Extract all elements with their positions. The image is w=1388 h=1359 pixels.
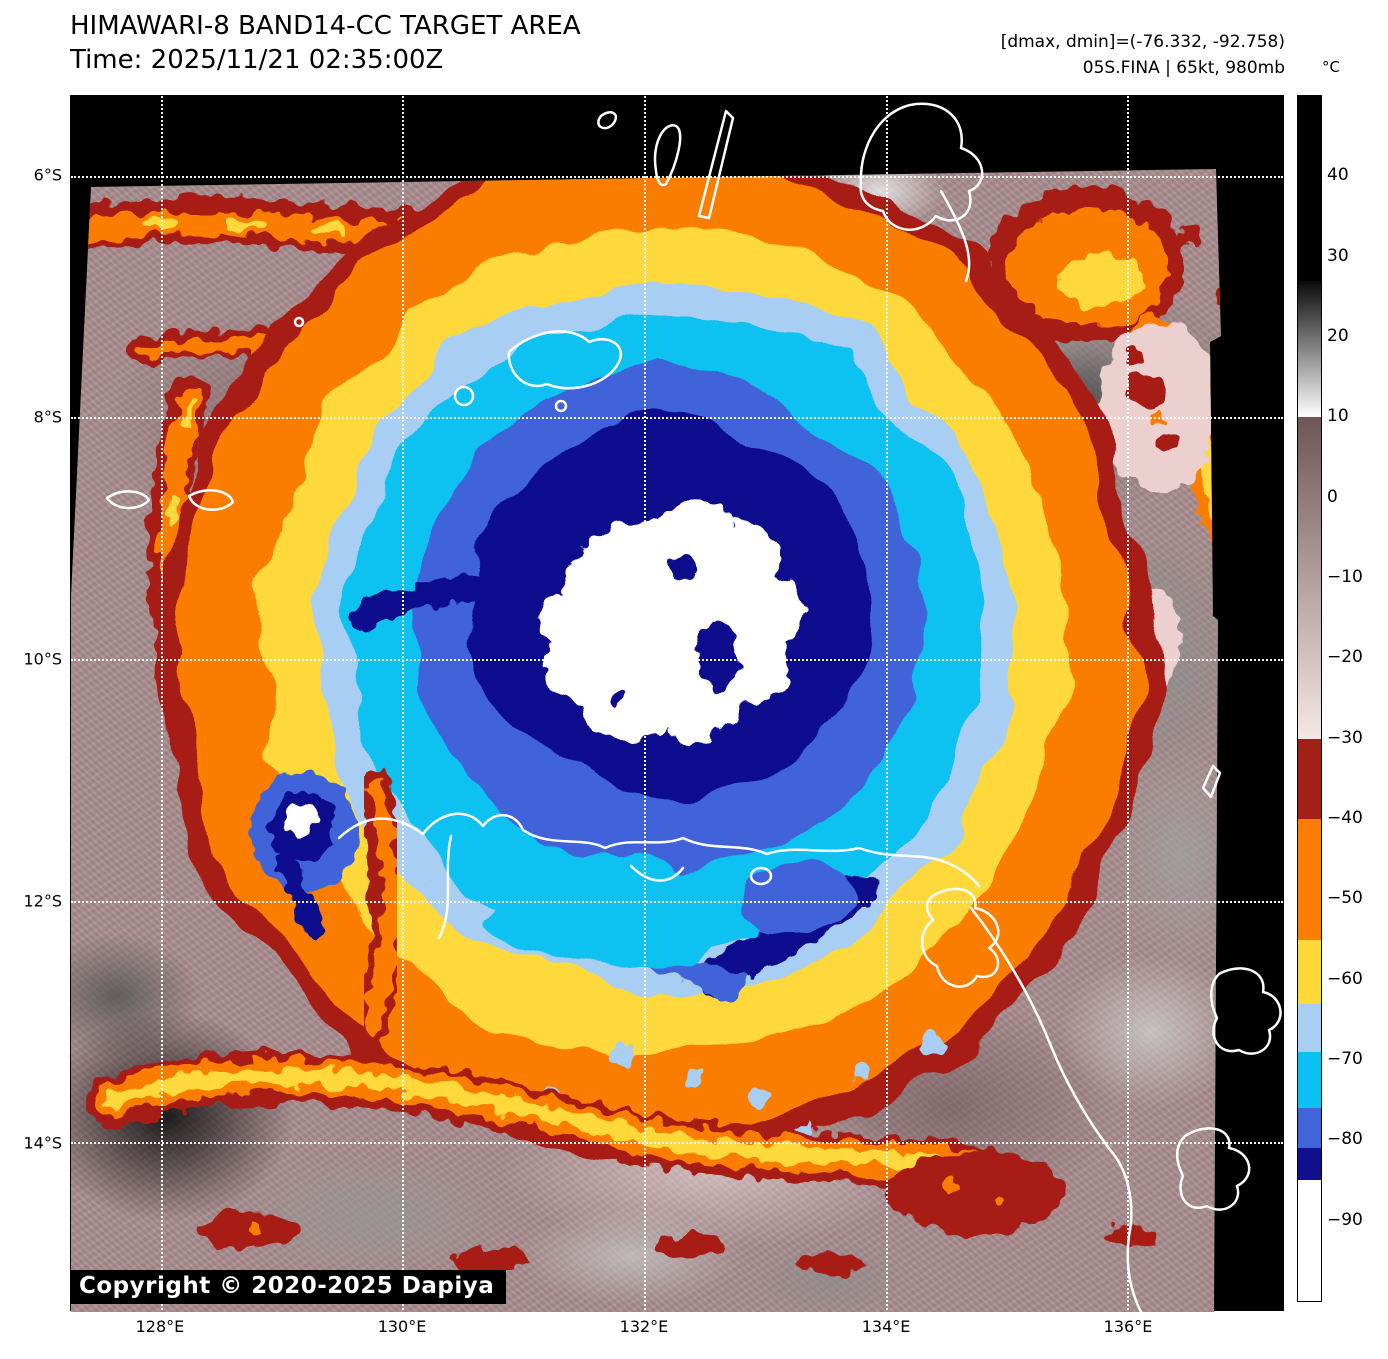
latitude-tick-label: 14°S	[23, 1133, 62, 1153]
colorbar-tick-label: −80	[1327, 1129, 1363, 1150]
gridline-latitude	[71, 1142, 1283, 1145]
longitude-tick-label: 134°E	[861, 1317, 911, 1336]
colorbar-segment	[1298, 280, 1321, 418]
colorbar-tick-label: −30	[1327, 727, 1363, 748]
colorbar-tick-label: 20	[1327, 326, 1349, 346]
latitude-tick-label: 8°S	[33, 407, 62, 427]
longitude-tick-label: 130°E	[377, 1317, 427, 1336]
longitude-tick-label: 136°E	[1103, 1317, 1153, 1336]
annotation-block: [dmax, dmin]=(-76.332, -92.758) 05S.FINA…	[1001, 30, 1285, 81]
colorbar-tick-label: −50	[1327, 888, 1363, 909]
colorbar-tick-label: −10	[1327, 567, 1363, 587]
colorbar-tick-label: −60	[1327, 968, 1363, 989]
colorbar-segment	[1298, 1051, 1321, 1109]
longitude-tick-label: 132°E	[619, 1317, 669, 1336]
page-title: HIMAWARI-8 BAND14-CC TARGET AREA	[70, 11, 581, 41]
gridline-longitude	[1127, 96, 1130, 1310]
timestamp: Time: 2025/11/21 02:35:00Z	[70, 44, 444, 75]
cloud-field	[71, 169, 1221, 1276]
gridline-latitude	[71, 417, 1283, 420]
latitude-tick-label: 6°S	[33, 165, 62, 185]
satellite-imagery-art	[71, 102, 1282, 1312]
colorbar-segment	[1298, 1108, 1321, 1149]
gridline-latitude	[71, 900, 1283, 903]
storm-info: 05S.FINA | 65kt, 980mb	[1082, 57, 1285, 78]
colorbar	[1297, 95, 1322, 1302]
gridline-longitude	[402, 96, 405, 1310]
colorbar-unit-label: °C	[1322, 58, 1340, 76]
longitude-axis-labels: 128°E 130°E 132°E 134°E 136°E	[70, 1317, 1284, 1347]
latitude-axis-labels: 6°S 8°S 10°S 12°S 14°S	[0, 95, 62, 1311]
colorbar-segment	[1298, 1003, 1321, 1052]
title-block: HIMAWARI-8 BAND14-CC TARGET AREA Time: 2…	[70, 10, 581, 78]
colorbar-tick-label: 40	[1327, 165, 1349, 186]
gridline-longitude	[885, 96, 888, 1310]
colorbar-tick-label: −90	[1327, 1209, 1363, 1230]
colorbar-segment	[1298, 819, 1321, 940]
colorbar-tick-labels: 40 30 20 10 0 −10 −20 −30 −40 −50 −60 −70 −80 −90	[1327, 95, 1387, 1300]
colorbar-tick-label: 30	[1327, 245, 1349, 266]
colorbar-segment	[1298, 1148, 1321, 1181]
colorbar-segment	[1298, 939, 1321, 1004]
map-plot-area: Copyright © 2020-2025 Dapiya	[70, 95, 1284, 1312]
colorbar-tick-label: 10	[1327, 406, 1349, 427]
colorbar-segment	[1298, 417, 1321, 739]
gridline-latitude	[71, 659, 1283, 662]
longitude-tick-label: 128°E	[135, 1317, 185, 1336]
latitude-tick-label: 12°S	[23, 891, 62, 911]
colorbar-segment	[1298, 738, 1321, 819]
colorbar-segment	[1298, 1180, 1321, 1301]
colorbar-segment	[1298, 96, 1321, 281]
latitude-tick-label: 10°S	[23, 649, 62, 669]
colorbar-tick-label: −40	[1327, 808, 1363, 828]
colorbar-tick-label: −20	[1327, 647, 1363, 668]
gridline-latitude	[71, 175, 1283, 178]
colorbar-tick-label: 0	[1327, 486, 1338, 507]
gridline-longitude	[644, 96, 647, 1310]
gridline-longitude	[160, 96, 163, 1310]
colorbar-tick-label: −70	[1327, 1049, 1363, 1069]
dmax-dmin-readout: [dmax, dmin]=(-76.332, -92.758)	[1000, 32, 1285, 52]
copyright-badge: Copyright © 2020-2025 Dapiya	[71, 1270, 507, 1304]
